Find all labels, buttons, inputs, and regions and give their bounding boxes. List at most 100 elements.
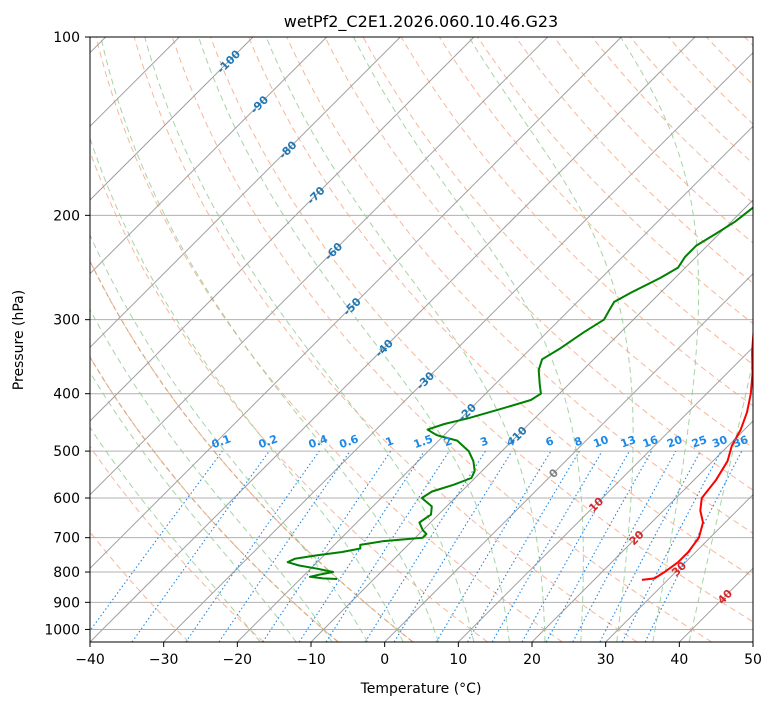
- mixing-ratio-label: 0.6: [338, 432, 361, 451]
- isotherm: [531, 420, 753, 642]
- y-tick-label: 800: [53, 565, 80, 581]
- dry-adiabat: [515, 37, 753, 284]
- mixing-ratio-line: [218, 450, 351, 642]
- dry-adiabat: [95, 37, 563, 642]
- y-axis-label: Pressure (hPa): [11, 290, 27, 390]
- moist-adiabat: [688, 358, 753, 642]
- mixing-ratio-label: 0.2: [257, 432, 280, 451]
- isotherm: [605, 493, 753, 642]
- dry-adiabat: [324, 37, 753, 491]
- x-tick-label: −30: [149, 652, 179, 668]
- isotherm: [236, 125, 753, 642]
- y-tick-label: 100: [53, 30, 80, 46]
- mixing-ratio-line: [393, 450, 513, 642]
- y-tick-label: 400: [53, 387, 80, 403]
- mixing-ratio-line: [298, 450, 425, 642]
- isotherm: [90, 37, 696, 642]
- isotherm: [90, 37, 622, 570]
- isotherm: [310, 199, 753, 642]
- mixing-ratio-line: [325, 450, 450, 642]
- mixing-ratio-line: [262, 450, 392, 642]
- moist-adiabat: [90, 426, 261, 642]
- dry-adiabat: [90, 356, 339, 642]
- moist-adiabat: [353, 37, 584, 642]
- moist-adiabat: [90, 233, 369, 642]
- mixing-ratio-label: 8: [572, 434, 584, 449]
- x-tick-label: 40: [670, 652, 688, 668]
- mixing-ratio-label: 13: [619, 433, 638, 450]
- isotherm: [163, 51, 753, 642]
- x-tick-label: −10: [296, 652, 326, 668]
- x-tick-label: 0: [380, 652, 389, 668]
- isotherm: [90, 37, 401, 349]
- mixing-ratio-line: [644, 450, 743, 642]
- dry-adiabat: [133, 37, 638, 642]
- chart-title: wetPf2_C2E1.2026.060.10.46.G23: [284, 12, 558, 32]
- dry-adiabat: [90, 445, 264, 642]
- x-axis-label: Temperature (°C): [360, 681, 482, 697]
- plot-frame: [89, 36, 754, 643]
- y-tick-label: 500: [53, 444, 80, 460]
- dewpoint-profile: [286, 206, 753, 580]
- dry-adiabats: [90, 37, 753, 642]
- dry-adiabat: [171, 37, 712, 642]
- dry-adiabat: [210, 37, 753, 623]
- y-tick-label: 900: [53, 595, 80, 611]
- x-axis: −40 −30 −20 −10 0 10 20 30 40 50: [75, 642, 762, 668]
- mixing-ratio-label: 4: [505, 434, 517, 449]
- mixing-ratio-label: 0.1: [210, 432, 233, 451]
- dry-adiabat: [248, 37, 753, 578]
- moist-adiabat: [620, 37, 700, 642]
- mixing-ratio-label: 30: [710, 433, 729, 451]
- isotherm: [457, 346, 753, 642]
- mixing-ratio-line: [90, 450, 223, 632]
- y-tick-label: 1000: [44, 622, 80, 638]
- mixing-ratio-line: [521, 450, 630, 642]
- y-tick-label: 600: [53, 491, 80, 507]
- moist-adiabat: [90, 308, 333, 642]
- moist-adiabat: [90, 136, 404, 642]
- mixing-ratio-label: 1: [384, 434, 396, 449]
- x-tick-label: −40: [75, 652, 105, 668]
- x-tick-label: −20: [223, 652, 253, 668]
- mixing-ratio-label: 25: [690, 433, 709, 450]
- y-tick-label: 700: [53, 531, 80, 547]
- mixing-ratio-line: [545, 450, 653, 642]
- y-axis: 100 200 300 400 500 600 700 800 900 1000: [44, 30, 90, 638]
- mixing-ratio-label: 1.5: [412, 432, 435, 451]
- isotherm: [90, 37, 549, 496]
- isotherm: [384, 272, 753, 642]
- mixing-ratio-label: 20: [665, 433, 684, 451]
- isotherm: [90, 37, 254, 201]
- y-tick-label: 200: [53, 208, 80, 224]
- mixing-ratio-label: 16: [641, 433, 660, 451]
- isotherm: [90, 37, 475, 422]
- isotherms: [90, 37, 753, 642]
- mixing-ratio-label: 0.4: [307, 432, 330, 451]
- mixing-ratio-label: 3: [478, 434, 490, 449]
- mixing-ratio-label: 10: [592, 433, 611, 451]
- x-tick-label: 20: [523, 652, 541, 668]
- moist-adiabat: [198, 37, 510, 642]
- mixing-ratio-line: [131, 450, 270, 642]
- mixing-ratio-line: [185, 450, 320, 642]
- moist-adiabat: [265, 37, 546, 642]
- mixing-ratio-lines: [90, 450, 743, 642]
- dry-adiabat: [90, 355, 339, 642]
- plot-area: [90, 37, 753, 642]
- mixing-ratio-line: [572, 450, 677, 642]
- x-tick-label: 30: [597, 652, 615, 668]
- moist-adiabat: [100, 37, 439, 642]
- x-tick-label: 10: [449, 652, 467, 668]
- mixing-ratio-label: 2: [442, 434, 454, 449]
- moist-adiabat: [144, 37, 475, 642]
- isotherm: [90, 37, 328, 275]
- x-tick-label: 50: [744, 652, 762, 668]
- moist-adiabats: [90, 37, 753, 642]
- mixing-ratio-label: 36: [731, 433, 750, 451]
- y-tick-label: 300: [53, 313, 80, 329]
- moist-adiabat: [90, 371, 297, 642]
- mixing-ratio-label: 6: [544, 434, 556, 449]
